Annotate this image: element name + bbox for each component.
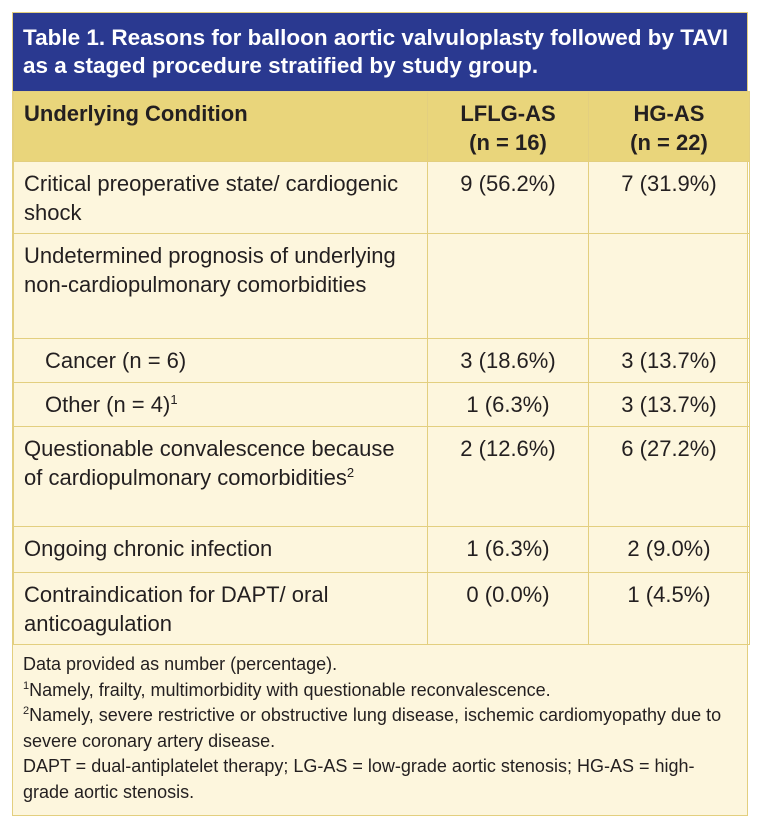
label-text: Questionable convalescence because of ca…	[24, 436, 395, 490]
value-text: 1 (6.3%)	[466, 536, 550, 561]
footnote: DAPT = dual-antiplatelet therapy; LG-AS …	[23, 754, 737, 805]
value-text: 2 (9.0%)	[627, 536, 711, 561]
footnote-text: DAPT = dual-antiplatelet therapy; LG-AS …	[23, 756, 695, 802]
value-cell: 1 (4.5%)	[588, 572, 750, 645]
value-cell: 3 (13.7%)	[588, 382, 750, 427]
table-row: Ongoing chronic infection 1 (6.3%) 2 (9.0%…	[13, 526, 750, 573]
value-cell: 9 (56.2%)	[427, 161, 589, 234]
value-text: 2 (12.6%)	[460, 436, 556, 461]
footnote-text: Data provided as number (percentage).	[23, 654, 338, 674]
footnote-mark: 1	[23, 679, 30, 692]
footnote: 1Namely, frailty, multimorbidity with qu…	[23, 678, 737, 704]
label-text: Cancer (n = 6)	[45, 348, 187, 373]
row-label: Undetermined prognosis of underlying non…	[13, 233, 428, 339]
table-row: Critical preoperative state/ cardiogenic…	[13, 161, 750, 234]
header-text: Underlying Condition	[24, 101, 248, 126]
label-text: Ongoing chronic infection	[24, 536, 273, 561]
value-text: 1 (6.3%)	[466, 392, 550, 417]
value-text: 3 (13.7%)	[621, 392, 717, 417]
label-text: Other (n = 4)	[45, 392, 171, 417]
table-row: Questionable convalescence because of ca…	[13, 426, 750, 527]
footnote-ref: 1	[170, 392, 178, 407]
value-cell	[588, 233, 750, 339]
header-text: HG-AS	[633, 101, 705, 126]
table: Underlying Condition LFLG-AS (n = 16) HG-AS…	[13, 91, 750, 645]
value-cell: 1 (6.3%)	[427, 382, 589, 427]
value-cell: 3 (18.6%)	[427, 338, 589, 383]
table-row: Other (n = 4)1 1 (6.3%) 3 (13.7%)	[13, 382, 750, 427]
table-row: Contraindication for DAPT/ oral anticoag…	[13, 572, 750, 645]
value-text: 3 (13.7%)	[621, 348, 717, 373]
value-cell: 1 (6.3%)	[427, 526, 589, 573]
table-row: Cancer (n = 6) 3 (18.6%) 3 (13.7%)	[13, 338, 750, 383]
label-text: Contraindication for DAPT/ oral anticoag…	[24, 582, 329, 636]
row-label: Critical preoperative state/ cardiogenic…	[13, 161, 428, 234]
footnote-mark: 2	[23, 705, 30, 717]
row-label: Ongoing chronic infection	[13, 526, 428, 573]
value-cell: 2 (12.6%)	[427, 426, 589, 527]
header-text: LFLG-AS	[460, 101, 556, 126]
value-text: 9 (56.2%)	[460, 171, 556, 196]
header-cell: HG-AS (n = 22)	[588, 91, 750, 162]
header-text: (n = 16)	[469, 130, 547, 155]
table-title: Table 1. Reasons for balloon aortic valv…	[13, 13, 747, 91]
footnote: 2Namely, severe restrictive or obstructi…	[23, 703, 737, 754]
value-cell: 6 (27.2%)	[588, 426, 750, 527]
value-cell: 3 (13.7%)	[588, 338, 750, 383]
header-row: Underlying Condition LFLG-AS (n = 16) HG-AS…	[13, 91, 750, 162]
label-text: Critical preoperative state/ cardiogenic…	[24, 171, 399, 225]
value-cell	[427, 233, 589, 339]
header-cell: LFLG-AS (n = 16)	[427, 91, 589, 162]
row-label: Questionable convalescence because of ca…	[13, 426, 428, 527]
footnotes: Data provided as number (percentage). 1Na…	[13, 645, 747, 815]
row-label: Other (n = 4)1	[13, 382, 428, 427]
value-cell: 0 (0.0%)	[427, 572, 589, 645]
header-cell: Underlying Condition	[13, 91, 428, 162]
value-cell: 7 (31.9%)	[588, 161, 750, 234]
value-text: 6 (27.2%)	[621, 436, 717, 461]
value-cell: 2 (9.0%)	[588, 526, 750, 573]
value-text: 1 (4.5%)	[627, 582, 711, 607]
value-text: 0 (0.0%)	[466, 582, 550, 607]
row-label: Contraindication for DAPT/ oral anticoag…	[13, 572, 428, 645]
table-row: Undetermined prognosis of underlying non…	[13, 233, 750, 339]
footnote: Data provided as number (percentage).	[23, 652, 737, 678]
table-box: Table 1. Reasons for balloon aortic valv…	[12, 12, 750, 816]
label-text: Undetermined prognosis of underlying non…	[24, 243, 396, 297]
header-text: (n = 22)	[630, 130, 708, 155]
footnote-ref: 2	[346, 465, 355, 480]
footnote-text: Namely, frailty, multimorbidity with que…	[29, 679, 551, 700]
row-label: Cancer (n = 6)	[13, 338, 428, 383]
value-text: 7 (31.9%)	[621, 171, 717, 196]
value-text: 3 (18.6%)	[460, 348, 556, 373]
footnote-text: Namely, severe restrictive or obstructiv…	[23, 705, 722, 751]
